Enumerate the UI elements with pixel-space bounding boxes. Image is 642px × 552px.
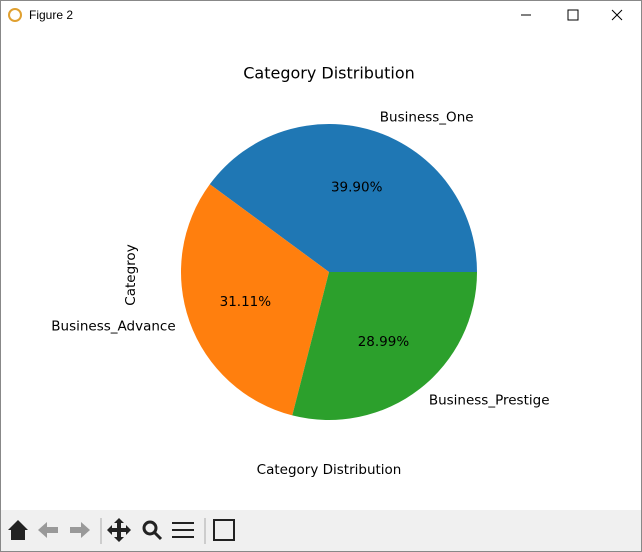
toolbar-buttons xyxy=(8,518,235,544)
toolbar xyxy=(1,510,641,551)
window-title: Figure 2 xyxy=(29,8,73,22)
maximize-button[interactable] xyxy=(567,9,579,21)
home-button[interactable] xyxy=(8,520,28,540)
configure-button[interactable] xyxy=(172,522,194,538)
value-label: 39.90% xyxy=(331,180,383,196)
value-label: 28.99% xyxy=(358,334,410,350)
app-icon xyxy=(8,8,22,22)
pie-slice xyxy=(292,272,477,420)
y-axis-label: Categroy xyxy=(123,244,139,305)
chart-title: Category Distribution xyxy=(243,64,415,83)
zoom-button[interactable] xyxy=(142,520,158,536)
x-axis-label: Category Distribution xyxy=(257,462,402,478)
back-button[interactable] xyxy=(38,522,58,538)
pie-slice xyxy=(180,184,329,416)
pie-slice xyxy=(209,123,477,273)
forward-button[interactable] xyxy=(70,522,90,538)
slice-label: Business_Prestige xyxy=(429,393,550,409)
zoom-handle xyxy=(152,530,163,541)
pan-button[interactable] xyxy=(107,518,131,542)
slice-label: Business_One xyxy=(380,109,474,125)
close-button[interactable] xyxy=(611,9,623,21)
save-button[interactable] xyxy=(213,519,235,541)
value-label: 31.11% xyxy=(220,294,272,310)
slice-label: Business_Advance xyxy=(51,319,175,335)
